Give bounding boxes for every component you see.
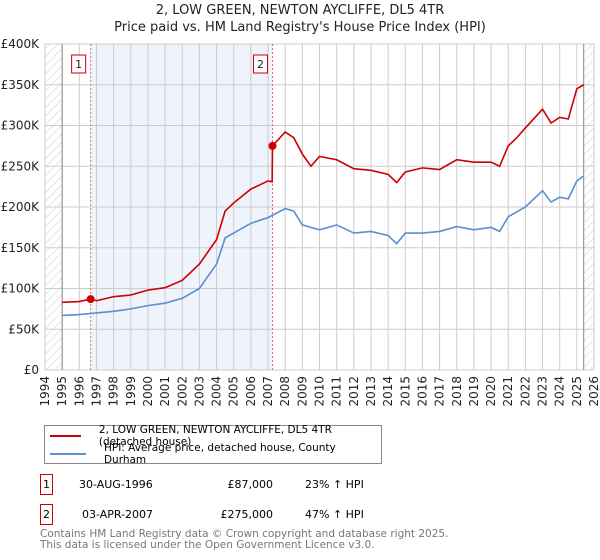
marker-badge: 2	[40, 504, 53, 525]
x-tick-label: 2000	[141, 376, 155, 407]
x-tick-label: 2011	[330, 376, 344, 407]
legend-swatch-red	[50, 434, 81, 437]
sale-point	[86, 295, 95, 304]
x-tick-label: 2004	[210, 376, 224, 407]
x-tick-label: 2026	[587, 376, 600, 407]
x-tick-label: 1999	[124, 376, 138, 407]
marker-label: 1	[75, 58, 82, 71]
x-tick-label: 2002	[175, 376, 189, 407]
legend-label: 2, LOW GREEN, NEWTON AYCLIFFE, DL5 4TR (…	[98, 423, 332, 448]
footer-line: Contains HM Land Registry data © Crown c…	[40, 528, 449, 540]
x-tick-label: 2017	[433, 376, 447, 407]
x-tick-label: 2016	[415, 376, 429, 407]
x-tick-label: 2015	[398, 376, 412, 407]
transaction-price: £275,000	[220, 508, 274, 521]
price-chart: £0 £50K £100K £150K £200K £250K £300K £350K £400…	[1, 37, 600, 407]
x-tick-label: 2012	[347, 376, 361, 407]
y-tick-label: £0	[24, 363, 39, 377]
x-tick-label: 2023	[536, 376, 550, 407]
x-tick-label: 2014	[381, 376, 395, 407]
x-tick-label: 2022	[518, 376, 532, 407]
transaction-row: 1 30-AUG-1996 £87,000 23% ↑ HPI	[40, 474, 364, 495]
x-tick-label: 2008	[278, 376, 292, 407]
subtitle-line: Price paid vs. HM Land Registry's House …	[114, 20, 486, 35]
x-tick-label: 2009	[295, 376, 309, 407]
transaction-hpi: 23% ↑ HPI	[305, 478, 364, 491]
marker-badge: 1	[40, 474, 53, 495]
x-tick-label: 2019	[467, 376, 481, 407]
y-tick-label: £350K	[1, 78, 41, 92]
y-tick-label: £150K	[1, 241, 41, 255]
marker-box	[71, 54, 87, 74]
x-tick-label: 2001	[158, 376, 172, 407]
legend: 2, LOW GREEN, NEWTON AYCLIFFE, DL5 4TR (…	[44, 423, 382, 466]
x-tick-label: 2010	[313, 376, 327, 407]
transaction-price: £87,000	[227, 478, 274, 491]
x-tick-label: 1995	[55, 376, 69, 407]
x-tick-label: 2005	[227, 376, 241, 407]
transaction-date: 03-APR-2007	[82, 508, 154, 521]
y-tick-label: £200K	[1, 200, 41, 214]
y-tick-label: £400K	[1, 37, 41, 51]
x-tick-label: 2020	[484, 376, 498, 407]
transaction-hpi: 47% ↑ HPI	[305, 508, 364, 521]
marker-label: 2	[257, 58, 264, 71]
transaction-date: 30-AUG-1996	[79, 478, 153, 491]
series-line	[62, 175, 585, 317]
x-tick-label: 2007	[261, 376, 275, 407]
x-tick-label: 1994	[38, 376, 52, 407]
x-tick-label: 2018	[450, 376, 464, 407]
legend-swatch-blue	[50, 452, 86, 455]
footer: Contains HM Land Registry data © Crown c…	[40, 529, 448, 551]
transaction-row: 2 03-APR-2007 £275,000 47% ↑ HPI	[40, 504, 364, 525]
y-tick-label: £50K	[8, 322, 40, 336]
x-tick-label: 1996	[72, 376, 86, 407]
marker-box	[252, 54, 268, 74]
title-line: 2, LOW GREEN, NEWTON AYCLIFFE, DL5 4TR	[155, 3, 445, 18]
sale-point	[268, 141, 277, 150]
y-tick-label: £250K	[1, 159, 41, 173]
x-tick-label: 2021	[501, 376, 515, 407]
x-tick-label: 1998	[107, 376, 121, 407]
legend-label: HPI: Average price, detached house, Coun…	[103, 441, 336, 466]
footer-line: This data is licensed under the Open Gov…	[40, 539, 375, 551]
x-tick-label: 2025	[570, 376, 584, 407]
series-line	[62, 84, 585, 304]
y-tick-label: £300K	[1, 119, 41, 133]
chart-title: 2, LOW GREEN, NEWTON AYCLIFFE, DL5 4TR P…	[0, 2, 600, 36]
x-tick-label: 2024	[553, 376, 567, 407]
x-tick-label: 2006	[244, 376, 258, 407]
x-tick-label: 1997	[89, 376, 103, 407]
y-tick-label: £100K	[1, 282, 41, 296]
x-tick-label: 2013	[364, 376, 378, 407]
x-tick-label: 2003	[192, 376, 206, 407]
